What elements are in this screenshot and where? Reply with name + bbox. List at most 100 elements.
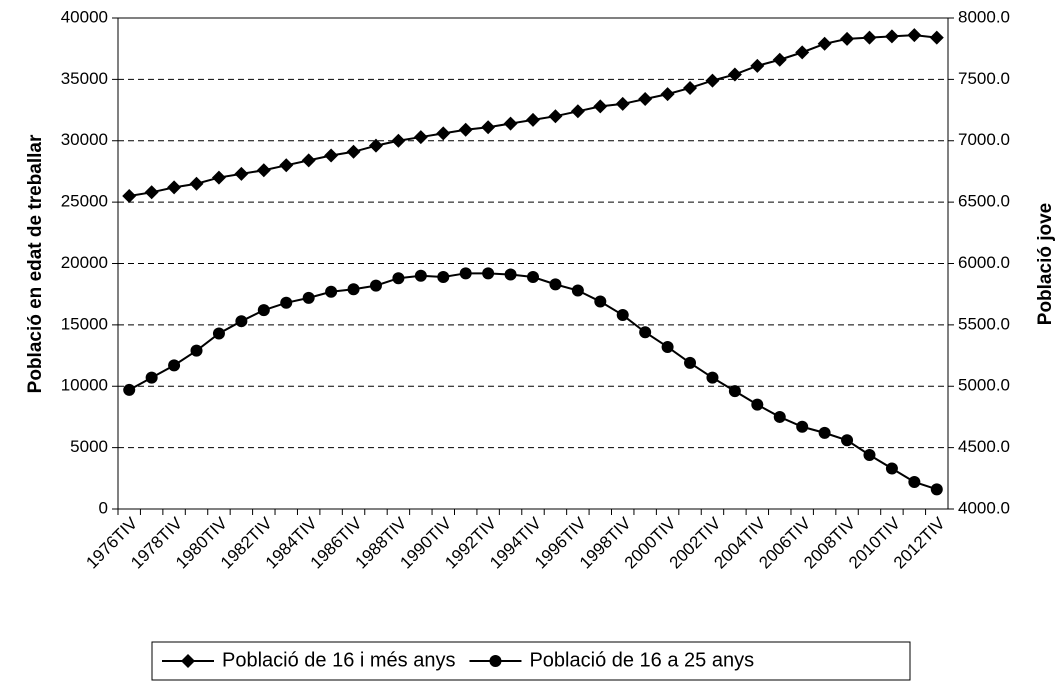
y-tick-label: 30000	[61, 130, 108, 149]
point	[190, 344, 203, 357]
point	[683, 80, 698, 95]
y2-tick-label: 7500.0	[958, 69, 1010, 88]
point	[570, 104, 585, 119]
point	[257, 304, 270, 317]
y2-tick-label: 6500.0	[958, 192, 1010, 211]
point	[840, 31, 855, 46]
y2-tick-label: 5000.0	[958, 376, 1010, 395]
point	[661, 340, 674, 353]
point	[907, 28, 922, 43]
point	[414, 269, 427, 282]
legend-marker	[181, 654, 195, 668]
point	[279, 158, 294, 173]
point	[437, 271, 450, 284]
point	[594, 295, 607, 308]
point	[235, 315, 248, 328]
point	[841, 434, 854, 447]
point	[211, 170, 226, 185]
point	[459, 267, 472, 280]
point	[347, 283, 360, 296]
point	[145, 371, 158, 384]
legend-label: Població de 16 a 25 anys	[529, 649, 754, 671]
point	[123, 383, 136, 396]
point	[660, 87, 675, 102]
point	[548, 109, 563, 124]
point	[727, 67, 742, 82]
point	[280, 296, 293, 309]
y2-tick-label: 4000.0	[958, 498, 1010, 517]
point	[885, 462, 898, 475]
point	[503, 116, 518, 131]
point	[862, 30, 877, 45]
y2-tick-label: 4500.0	[958, 437, 1010, 456]
y-tick-label: 0	[99, 498, 108, 517]
point	[167, 180, 182, 195]
point	[796, 420, 809, 433]
y-tick-label: 10000	[61, 376, 108, 395]
point	[571, 284, 584, 297]
point	[212, 327, 225, 340]
point	[817, 36, 832, 51]
point	[593, 99, 608, 114]
point	[144, 185, 159, 200]
point	[325, 285, 338, 298]
point	[436, 126, 451, 141]
point	[684, 356, 697, 369]
point	[346, 144, 361, 159]
point	[706, 371, 719, 384]
point	[930, 483, 943, 496]
point	[482, 267, 495, 280]
point	[324, 148, 339, 163]
point	[527, 271, 539, 284]
legend-marker	[489, 655, 502, 667]
point	[863, 448, 876, 461]
point	[884, 29, 899, 44]
plot-frame	[117, 17, 949, 510]
point	[728, 385, 741, 398]
point	[616, 309, 629, 322]
y-tick-label: 15000	[61, 314, 108, 333]
y-tick-label: 40000	[61, 7, 108, 26]
point	[391, 133, 406, 148]
legend-box	[151, 641, 911, 681]
point	[458, 122, 473, 137]
y2-axis-title: Població jove	[1035, 203, 1056, 325]
point	[504, 268, 517, 281]
y-axis-title: Població en edat de treballar	[25, 134, 46, 393]
y-tick-label: 20000	[61, 253, 108, 272]
point	[302, 291, 315, 304]
point	[368, 138, 383, 153]
y-tick-label: 25000	[61, 192, 108, 211]
y2-tick-label: 8000.0	[958, 7, 1010, 26]
point	[929, 30, 944, 45]
point	[751, 398, 764, 411]
point	[481, 120, 496, 135]
point	[818, 426, 831, 439]
legend-label: Població de 16 i més anys	[222, 649, 455, 671]
series-line	[128, 272, 938, 491]
point	[526, 112, 540, 127]
point	[773, 410, 786, 423]
y2-tick-label: 6000.0	[958, 253, 1010, 272]
point	[795, 45, 810, 60]
point	[168, 359, 181, 372]
point	[615, 96, 630, 111]
point	[122, 188, 137, 203]
y-tick-label: 35000	[61, 69, 108, 88]
point	[256, 163, 271, 178]
point	[301, 153, 316, 168]
point	[772, 52, 787, 67]
y2-tick-label: 5500.0	[958, 314, 1010, 333]
point	[189, 176, 204, 191]
point	[750, 58, 765, 73]
y-tick-label: 5000	[70, 437, 108, 456]
y2-tick-label: 7000.0	[958, 130, 1010, 149]
point	[369, 279, 382, 292]
point	[705, 73, 720, 88]
point	[234, 166, 249, 181]
point	[639, 326, 652, 339]
point	[413, 130, 428, 145]
point	[908, 475, 921, 488]
point	[638, 92, 653, 107]
